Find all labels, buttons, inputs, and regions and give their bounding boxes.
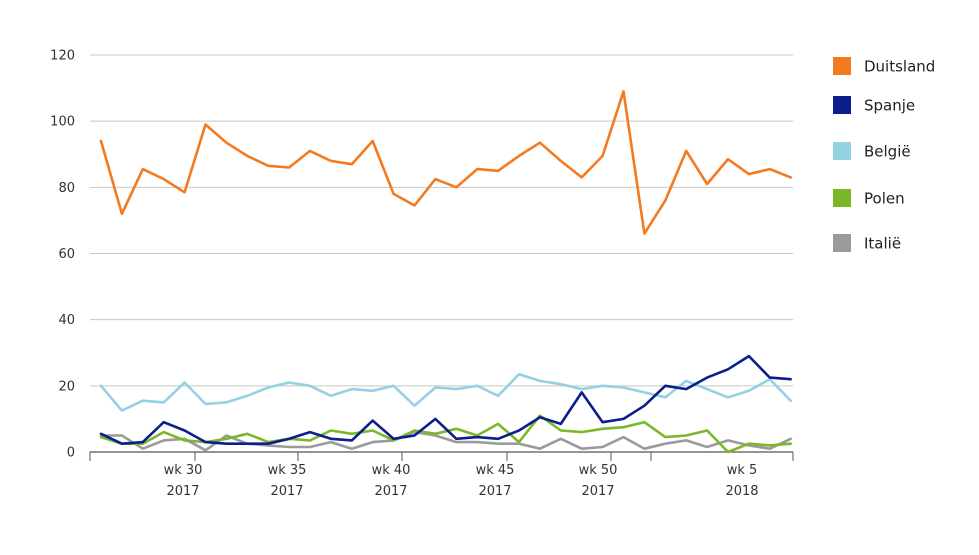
- legend-label: Polen: [864, 190, 905, 208]
- y-tick-label: 60: [58, 247, 75, 262]
- series-line-spanje: [99, 354, 793, 446]
- gridlines: [90, 54, 793, 387]
- x-axis: wk 30 2017 wk 35 2017 wk 40 2017 wk 45 2017 wk 5…: [89, 451, 794, 499]
- x-tick-label: wk 35: [268, 463, 307, 478]
- legend-swatch: [833, 189, 851, 207]
- y-axis-ticks: 0 20 40 60 80 100 120: [50, 49, 75, 461]
- y-tick-label: 100: [50, 115, 75, 130]
- legend-label: Italië: [864, 235, 901, 253]
- legend-swatch: [833, 57, 851, 75]
- y-tick-label: 0: [67, 446, 75, 461]
- x-tick-label: wk 5: [727, 463, 758, 478]
- legend-swatch: [833, 96, 851, 114]
- y-tick-label: 20: [58, 379, 75, 394]
- y-tick-label: 40: [58, 313, 75, 328]
- series-line-belgi: [99, 372, 793, 412]
- x-tick-label: wk 45: [476, 463, 515, 478]
- x-tick-label: wk 50: [579, 463, 618, 478]
- x-tick-label: wk 30: [164, 463, 203, 478]
- x-tick-label-year: 2017: [478, 484, 511, 499]
- x-tick-label-year: 2018: [725, 484, 758, 499]
- legend-swatch: [833, 234, 851, 252]
- x-tick-label-year: 2017: [581, 484, 614, 499]
- legend-swatch: [833, 142, 851, 160]
- series-lines: [99, 90, 793, 454]
- x-tick-label-year: 2017: [166, 484, 199, 499]
- x-tick-label: wk 40: [372, 463, 411, 478]
- legend-label: Spanje: [864, 97, 915, 115]
- legend: Duitsland Spanje België Polen Italië: [833, 57, 935, 253]
- series-line-duitsland: [99, 90, 793, 235]
- legend-label: België: [864, 143, 911, 161]
- x-tick-label-year: 2017: [270, 484, 303, 499]
- y-tick-label: 120: [50, 49, 75, 64]
- series-line-polen: [99, 414, 793, 454]
- x-tick-label-year: 2017: [374, 484, 407, 499]
- y-tick-label: 80: [58, 181, 75, 196]
- legend-label: Duitsland: [864, 58, 935, 76]
